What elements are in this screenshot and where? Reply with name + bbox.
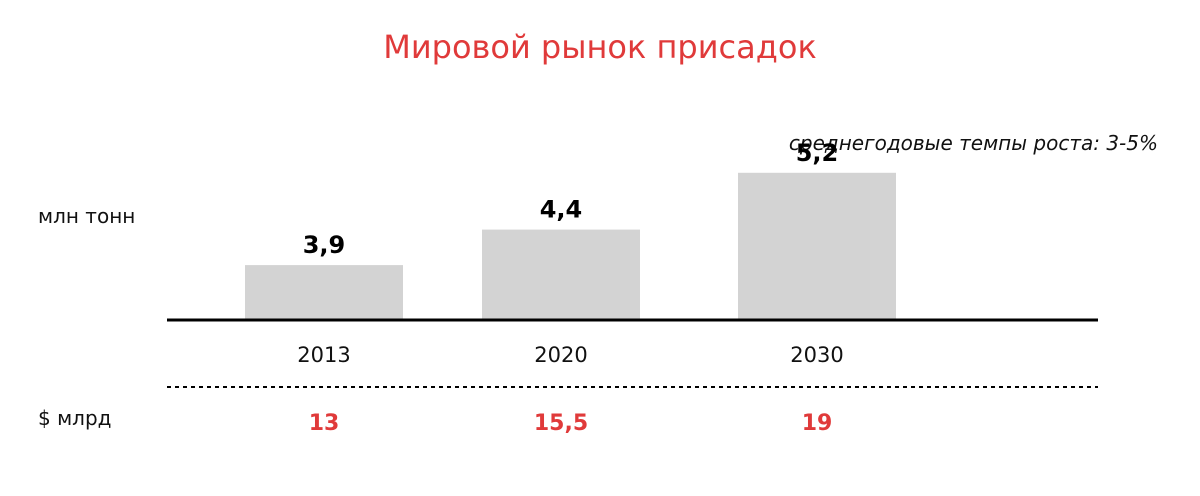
money-value-label: 13 <box>309 411 340 436</box>
bar-2030 <box>738 172 896 320</box>
volume-value-label: 5,2 <box>796 139 839 167</box>
bar-2020 <box>482 229 640 320</box>
x-tick-label: 2013 <box>297 343 350 367</box>
money-value-label: 15,5 <box>534 411 588 436</box>
x-tick-label: 2030 <box>790 343 843 367</box>
money-value-label: 19 <box>802 411 833 436</box>
volume-unit-label: млн тонн <box>38 204 136 228</box>
bars-layer <box>245 172 896 320</box>
volume-value-label: 4,4 <box>540 196 583 224</box>
chart-title: Мировой рынок присадок <box>383 28 817 66</box>
bar-2013 <box>245 265 403 320</box>
volume-value-label: 3,9 <box>303 231 346 259</box>
money-unit-label: $ млрд <box>38 406 112 430</box>
labels-layer: 3,9 2013 13 4,4 2020 15,5 5,2 2030 19 <box>297 139 843 436</box>
x-tick-label: 2020 <box>534 343 587 367</box>
growth-rate-note: среднегодовые темпы роста: 3-5% <box>788 131 1158 155</box>
